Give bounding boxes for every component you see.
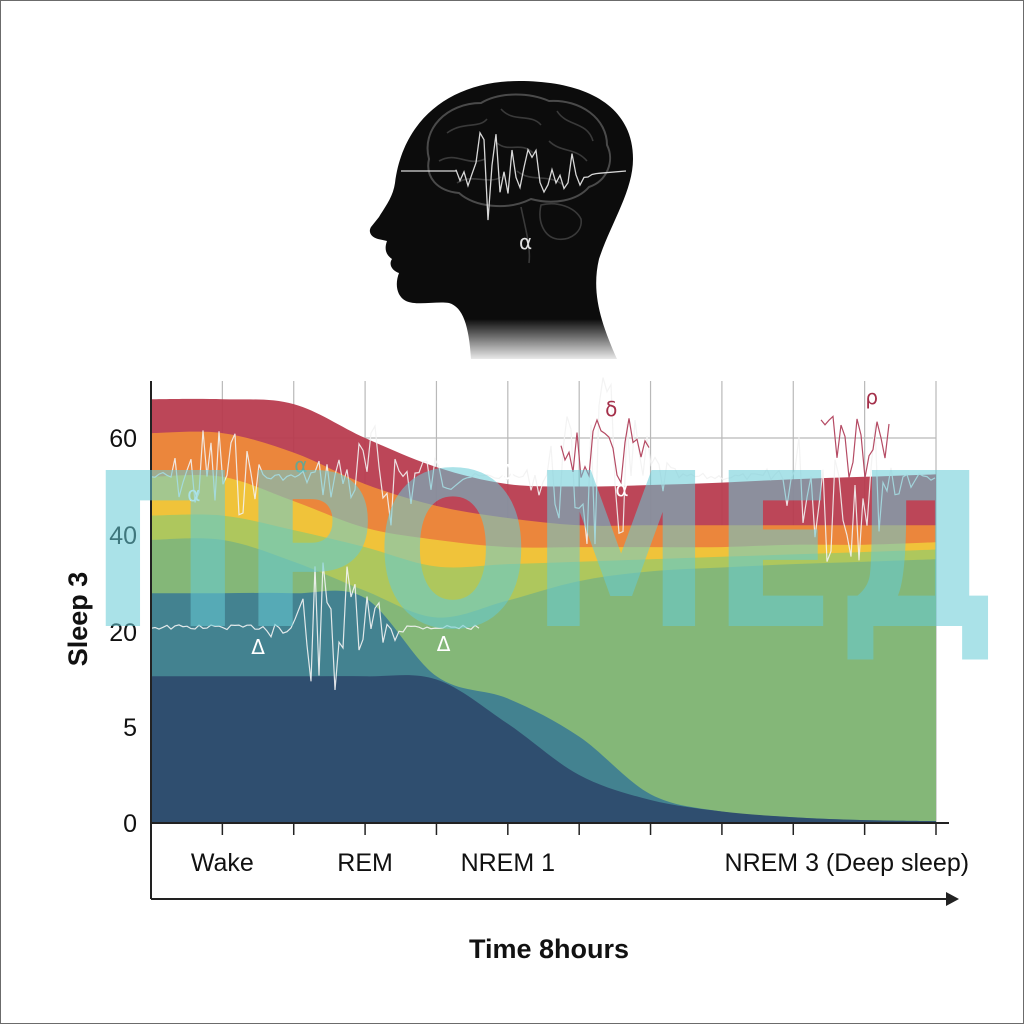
y-axis-title: Sleep 3 (63, 572, 93, 667)
brain-outline (401, 93, 627, 264)
y-tick-label: 5 (123, 714, 137, 742)
wave-symbols: α α Δ Δ Δδ α ρ (187, 385, 878, 659)
x-category-label: REM (337, 849, 393, 877)
y-tick-label: 40 (109, 522, 137, 550)
stage-band (151, 675, 936, 823)
axis-labels: 0 5 20 40 60 Wake REM NREM 1 NREM 3 (Deep sleep)… (63, 425, 969, 964)
wave-symbol: α (294, 453, 307, 477)
x-category-label: Wake (191, 849, 254, 877)
eeg-trace-peak (820, 415, 890, 478)
x-axis-arrow (946, 892, 959, 906)
watermark-text: ПРОМЕД (89, 428, 999, 677)
eeg-trace-lower (150, 562, 480, 691)
x-category-label: NREM 1 (461, 849, 555, 877)
alpha-symbol: α (519, 230, 532, 254)
stage-bands (151, 398, 936, 823)
wave-symbol: δ (605, 397, 617, 421)
eeg-trace-peak (560, 418, 650, 485)
wave-symbol: Δ (437, 632, 451, 656)
wave-symbol: α (615, 477, 628, 501)
wave-symbol: Δ (501, 460, 515, 484)
head-silhouette: α (369, 81, 641, 363)
x-axis-title: Time 8hours (469, 934, 629, 964)
x-category-label: NREM 3 (Deep sleep) (725, 849, 970, 877)
wave-symbol: ρ (865, 385, 878, 409)
eeg-waves (150, 377, 936, 691)
axes (150, 381, 959, 906)
wave-symbol: Δ (251, 635, 265, 659)
eeg-trace-upper (150, 377, 936, 562)
y-tick-label: 20 (109, 619, 137, 647)
wave-symbol: α (187, 482, 200, 506)
y-tick-label: 0 (123, 810, 137, 838)
y-tick-label: 60 (109, 425, 137, 453)
